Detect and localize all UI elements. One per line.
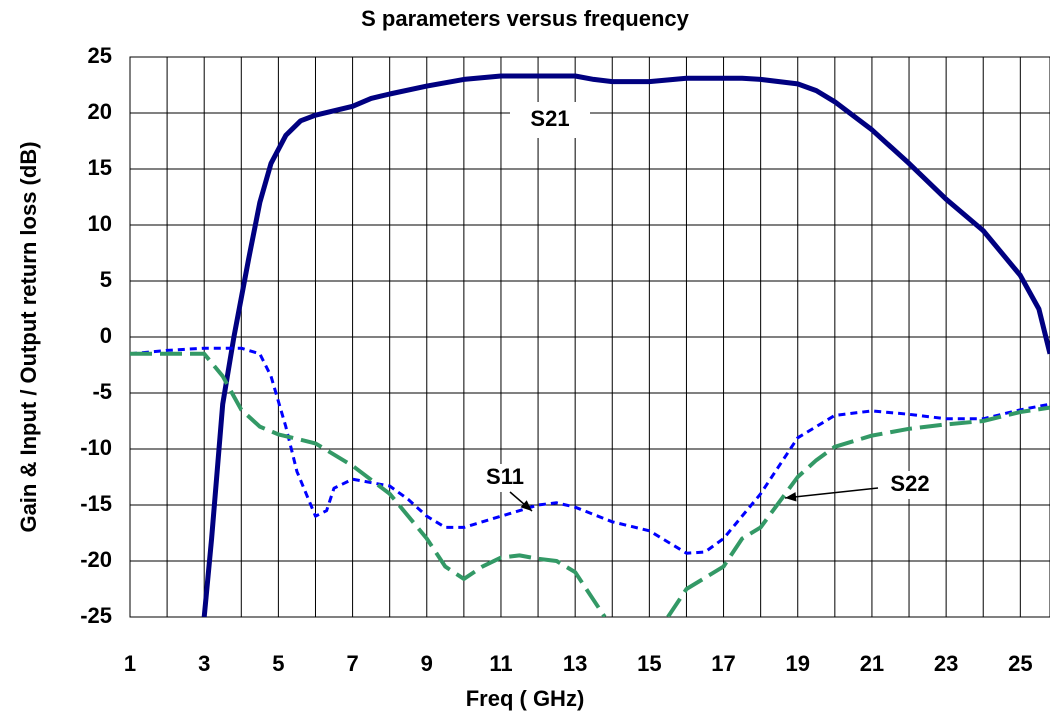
y-tick-label: -20: [80, 547, 112, 572]
y-tick-label: -10: [80, 435, 112, 460]
y-tick-label: 25: [88, 43, 112, 68]
x-tick-label: 9: [421, 651, 433, 676]
label-background: [475, 464, 535, 492]
arrow-head: [520, 500, 532, 511]
y-tick-label: 10: [88, 211, 112, 236]
series-line: [130, 346, 1050, 555]
y-tick-label: 5: [100, 267, 112, 292]
y-tick-label: -5: [92, 379, 112, 404]
x-tick-label: 13: [563, 651, 587, 676]
label-background: [510, 102, 590, 138]
series-group: [130, 73, 1050, 617]
y-tick-label: 0: [100, 323, 112, 348]
annotation-arrow: [784, 487, 879, 499]
label-background: [880, 471, 940, 499]
y-axis-label: Gain & Input / Output return loss (dB): [16, 141, 41, 532]
y-tick-label: 20: [88, 99, 112, 124]
series-line: [130, 351, 1050, 617]
series-label: S11: [486, 464, 524, 489]
x-tick-label: 23: [934, 651, 958, 676]
series-line: [201, 73, 1050, 617]
x-tick-label: 15: [637, 651, 661, 676]
y-tick-label: -25: [80, 603, 112, 628]
y-tick-label: -15: [80, 491, 112, 516]
x-tick-label: 25: [1008, 651, 1032, 676]
x-tick-label: 1: [124, 651, 136, 676]
x-tick-label: 21: [860, 651, 884, 676]
arrow-head: [785, 492, 797, 502]
series-label: S21: [530, 106, 569, 131]
x-tick-label: 7: [346, 651, 358, 676]
x-tick-label: 5: [272, 651, 284, 676]
chart-title: S parameters versus frequency: [361, 6, 689, 31]
x-tick-label: 17: [711, 651, 735, 676]
x-tick-label: 11: [489, 651, 512, 676]
y-tick-label: 15: [88, 155, 112, 180]
x-tick-label: 19: [785, 651, 809, 676]
x-tick-label: 3: [198, 651, 210, 676]
x-axis-label: Freq ( GHz): [466, 686, 585, 711]
series-label: S22: [890, 471, 929, 496]
